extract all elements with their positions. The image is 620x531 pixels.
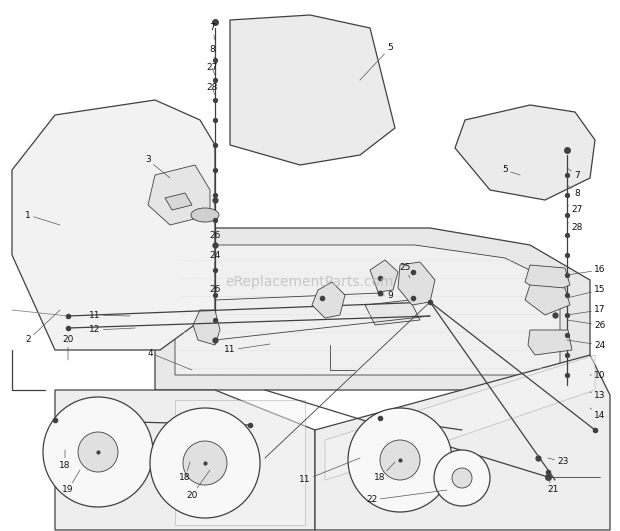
Polygon shape [230, 15, 395, 165]
Polygon shape [55, 390, 315, 530]
Text: 11: 11 [89, 311, 130, 320]
Text: 12: 12 [89, 326, 135, 335]
Text: 24: 24 [567, 340, 606, 349]
Text: 19: 19 [62, 470, 80, 494]
Text: 24: 24 [210, 248, 221, 260]
Text: 7: 7 [209, 23, 215, 40]
Text: 15: 15 [567, 286, 606, 298]
Text: 26: 26 [567, 320, 606, 330]
Text: 20: 20 [63, 336, 74, 360]
Polygon shape [312, 282, 345, 318]
Text: 28: 28 [567, 222, 583, 233]
Text: 21: 21 [547, 477, 559, 494]
Polygon shape [455, 105, 595, 200]
Ellipse shape [191, 208, 219, 222]
Polygon shape [315, 355, 610, 530]
Text: 9: 9 [380, 290, 393, 299]
Text: 18: 18 [374, 462, 395, 483]
Text: eReplacementParts.com: eReplacementParts.com [226, 275, 394, 289]
Text: 28: 28 [206, 83, 218, 95]
Text: 5: 5 [502, 166, 520, 175]
Polygon shape [325, 355, 595, 480]
Text: 2: 2 [25, 310, 60, 345]
Text: 18: 18 [179, 462, 191, 483]
Polygon shape [525, 285, 570, 315]
Polygon shape [525, 265, 570, 295]
Text: 18: 18 [60, 450, 71, 469]
Polygon shape [165, 193, 192, 210]
Text: 5: 5 [360, 44, 393, 80]
Polygon shape [148, 165, 210, 225]
Circle shape [380, 440, 420, 480]
Polygon shape [370, 260, 398, 292]
Polygon shape [175, 245, 560, 375]
Text: 16: 16 [567, 266, 606, 275]
Text: 11: 11 [224, 344, 270, 355]
Text: 1: 1 [25, 210, 60, 225]
Text: 27: 27 [567, 205, 583, 215]
Text: 26: 26 [210, 230, 221, 239]
Text: 27: 27 [206, 64, 218, 75]
Text: 11: 11 [299, 458, 360, 484]
Polygon shape [155, 228, 590, 390]
Text: 23: 23 [548, 458, 569, 467]
Text: 26: 26 [210, 286, 221, 300]
Polygon shape [365, 300, 420, 325]
Text: 17: 17 [567, 305, 606, 315]
Polygon shape [193, 310, 220, 345]
Circle shape [452, 468, 472, 488]
Polygon shape [398, 262, 435, 305]
Polygon shape [528, 330, 572, 355]
Circle shape [78, 432, 118, 472]
Circle shape [183, 441, 227, 485]
Text: 4: 4 [147, 348, 192, 370]
Text: 8: 8 [567, 185, 580, 198]
Text: 14: 14 [590, 408, 606, 419]
Polygon shape [175, 400, 305, 525]
Text: 7: 7 [567, 168, 580, 179]
Text: 20: 20 [187, 470, 210, 500]
Circle shape [150, 408, 260, 518]
Circle shape [43, 397, 153, 507]
Text: 22: 22 [366, 490, 447, 504]
Text: 25: 25 [399, 263, 410, 278]
Text: 3: 3 [145, 156, 170, 178]
Polygon shape [12, 100, 215, 350]
Text: 13: 13 [590, 390, 606, 399]
Circle shape [348, 408, 452, 512]
Text: 8: 8 [209, 46, 215, 60]
Circle shape [434, 450, 490, 506]
Text: 10: 10 [590, 371, 606, 380]
